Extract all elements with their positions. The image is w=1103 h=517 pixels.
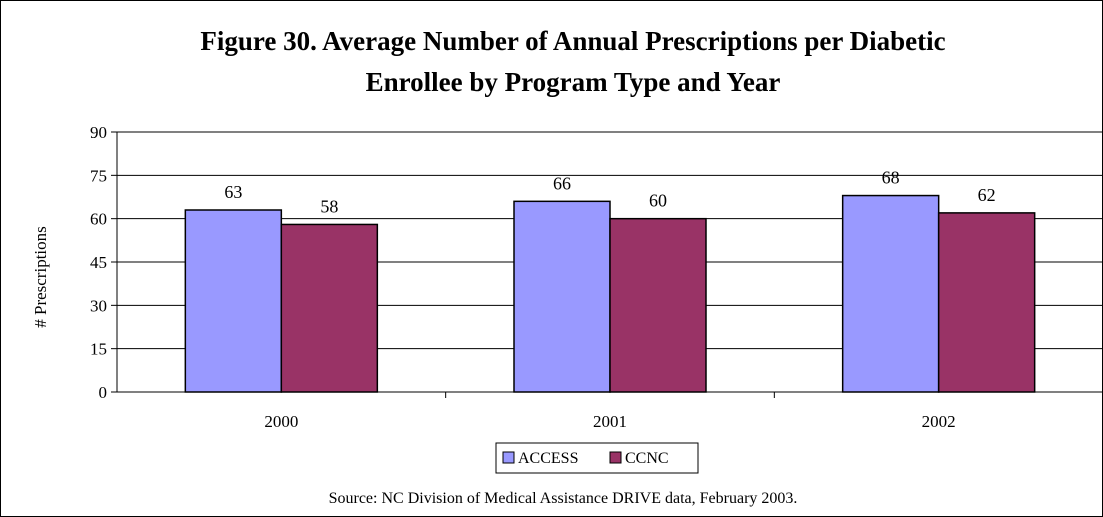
y-tick-label: 0 — [99, 383, 108, 402]
bar-ccnc-2002 — [937, 212, 1036, 393]
bars — [184, 194, 1036, 393]
chart-title-line-1: Figure 30. Average Number of Annual Pres… — [200, 26, 945, 56]
data-label: 66 — [553, 173, 571, 193]
data-labels: 63 58 66 60 68 62 — [224, 168, 995, 217]
source-note: Source: NC Division of Medical Assistanc… — [329, 490, 798, 507]
x-category-label: 2001 — [593, 412, 627, 431]
data-label: 62 — [978, 185, 996, 205]
y-tick-label: 30 — [90, 296, 107, 315]
axes: 0 15 30 45 60 75 90 2000 2001 2002 — [90, 123, 1103, 431]
chart-title-line-2: Enrollee by Program Type and Year — [366, 67, 781, 97]
data-label: 60 — [649, 191, 667, 211]
legend-box — [495, 442, 699, 474]
x-category-label: 2002 — [922, 412, 956, 431]
legend: ACCESS CCNC — [495, 442, 699, 474]
data-label: 58 — [320, 196, 338, 216]
y-tick-label: 90 — [90, 123, 107, 142]
legend-label-access: ACCESS — [518, 450, 578, 467]
bar-ccnc-2000 — [280, 223, 379, 393]
y-tick-label: 15 — [90, 340, 107, 359]
legend-swatch-access — [502, 451, 515, 464]
x-category-label: 2000 — [264, 412, 298, 431]
bar-access-2001 — [513, 200, 611, 393]
bar-ccnc-2001 — [609, 217, 707, 393]
bar-access-2002 — [841, 194, 940, 393]
legend-swatch-ccnc — [609, 451, 622, 464]
y-tick-label: 60 — [90, 210, 107, 229]
y-axis-label: # Prescriptions — [31, 226, 50, 328]
y-tick-label: 75 — [90, 166, 107, 185]
data-label: 68 — [882, 168, 900, 188]
bar-access-2000 — [184, 209, 283, 393]
y-tick-label: 45 — [90, 253, 107, 272]
data-label: 63 — [224, 182, 242, 202]
legend-label-ccnc: CCNC — [625, 450, 669, 467]
